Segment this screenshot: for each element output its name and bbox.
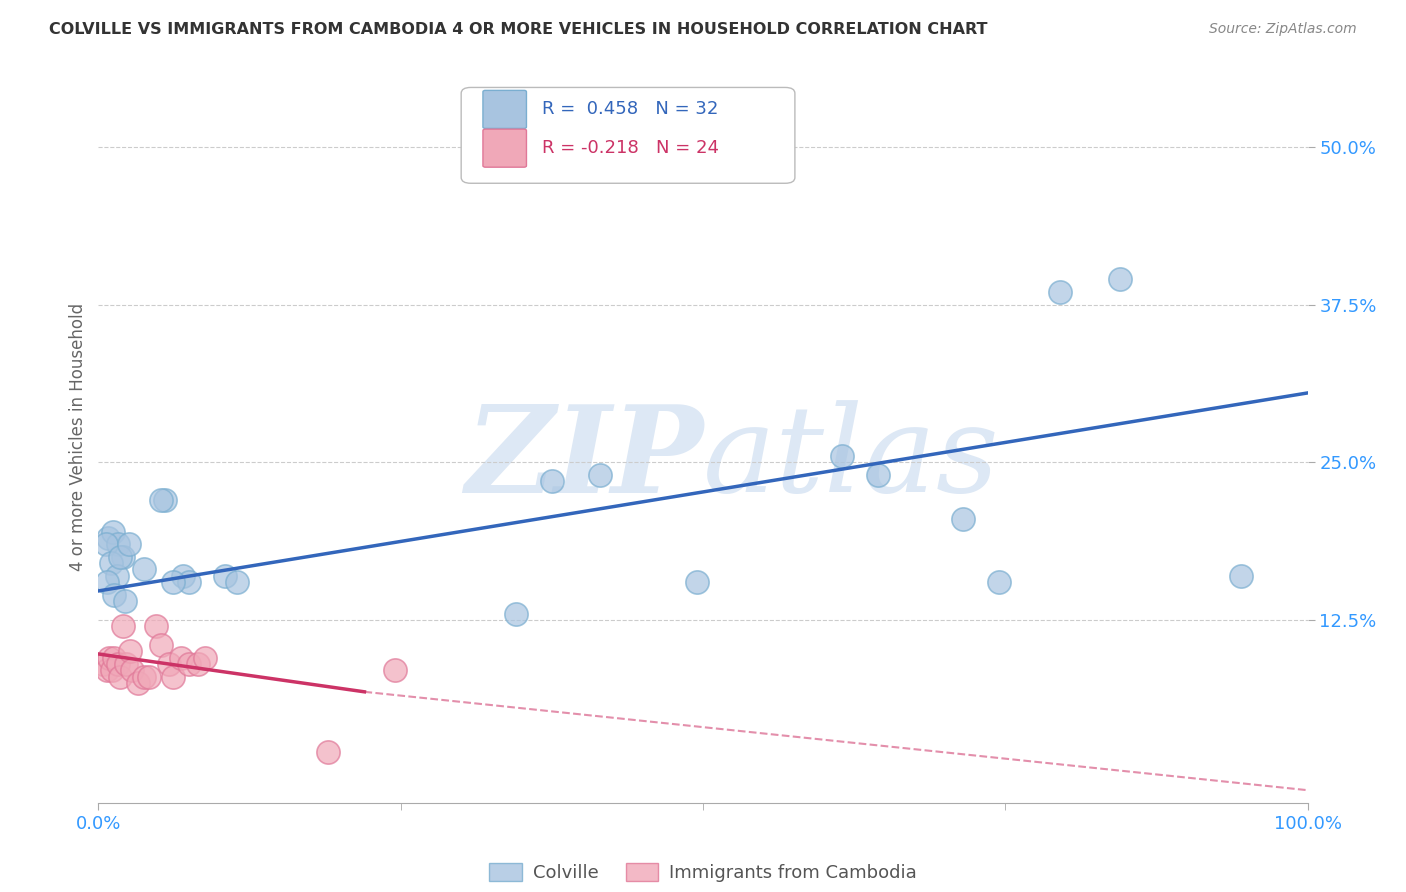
Point [121,664,143,678]
Point [108,549,131,564]
FancyBboxPatch shape [482,90,526,128]
Point [1109,272,1132,286]
Point [481,134,503,148]
Point [114,594,136,608]
Point [91,657,114,671]
Point [98,650,121,665]
Point [118,537,141,551]
Point [111,619,134,633]
Point [107,657,129,671]
Point [384,664,406,678]
Point [108,670,131,684]
Text: atlas: atlas [703,401,1000,517]
Point [100,664,122,678]
Point [107,537,129,551]
Text: COLVILLE VS IMMIGRANTS FROM CAMBODIA 4 OR MORE VEHICLES IN HOUSEHOLD CORRELATION: COLVILLE VS IMMIGRANTS FROM CAMBODIA 4 O… [49,22,987,37]
Point [111,549,134,564]
Point [150,493,173,508]
Point [988,575,1011,590]
Point [134,670,156,684]
FancyBboxPatch shape [461,87,794,183]
Legend: Colville, Immigrants from Cambodia: Colville, Immigrants from Cambodia [482,855,924,889]
Point [153,493,176,508]
Point [868,467,890,482]
Point [138,670,160,684]
Point [172,569,194,583]
Point [169,650,191,665]
Point [103,650,125,665]
Text: R =  0.458   N = 32: R = 0.458 N = 32 [543,101,718,119]
Point [127,676,149,690]
Point [118,644,141,658]
Point [1049,285,1071,299]
Point [187,657,209,671]
Point [686,575,709,590]
Text: R = -0.218   N = 24: R = -0.218 N = 24 [543,139,720,157]
Point [101,524,124,539]
Point [214,569,236,583]
Point [100,556,122,570]
Point [179,575,201,590]
Point [589,467,612,482]
Y-axis label: 4 or more Vehicles in Household: 4 or more Vehicles in Household [69,303,87,571]
Text: ZIP: ZIP [465,400,703,518]
Point [952,512,974,526]
Point [134,562,156,576]
Point [226,575,249,590]
Point [145,619,167,633]
Point [540,474,562,488]
Point [96,575,118,590]
Point [831,449,853,463]
Point [505,607,527,621]
Point [94,537,117,551]
Point [96,664,118,678]
Point [162,575,184,590]
Point [105,569,128,583]
Text: Source: ZipAtlas.com: Source: ZipAtlas.com [1209,22,1357,37]
Point [150,638,173,652]
Point [115,657,138,671]
Point [179,657,201,671]
Point [162,670,184,684]
Point [194,650,217,665]
Point [316,745,339,759]
Point [157,657,180,671]
Point [97,531,120,545]
Point [103,588,125,602]
Point [1230,569,1253,583]
FancyBboxPatch shape [482,129,526,167]
